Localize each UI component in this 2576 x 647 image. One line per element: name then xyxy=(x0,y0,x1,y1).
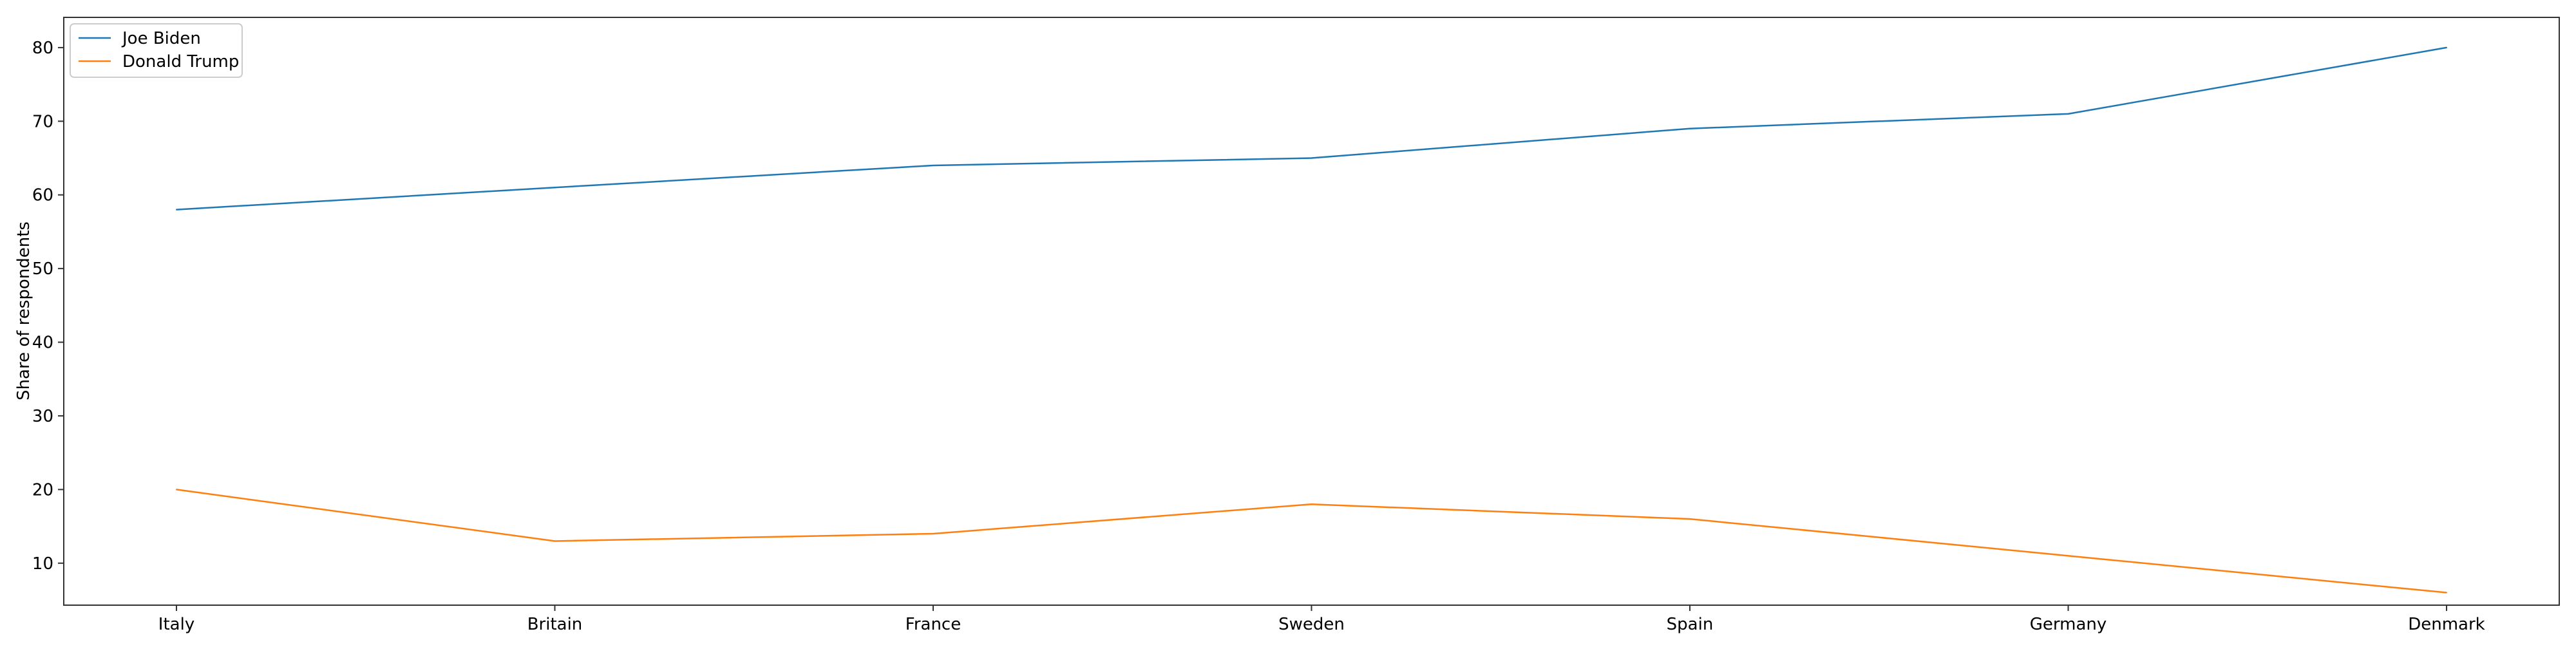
data-point-donald-trump-italy xyxy=(176,489,177,491)
x-tick-label-denmark: Denmark xyxy=(2408,615,2485,634)
data-point-joe-biden-france xyxy=(933,164,934,166)
plot-area xyxy=(63,17,2560,606)
x-tick-label-france: France xyxy=(905,615,961,634)
x-tick-label-sweden: Sweden xyxy=(1278,615,1345,634)
legend: Joe Biden Donald Trump xyxy=(70,23,243,78)
data-point-donald-trump-france xyxy=(933,533,934,535)
x-tick-label-britain: Britain xyxy=(527,615,583,634)
data-point-joe-biden-denmark xyxy=(2446,46,2447,48)
data-point-joe-biden-italy xyxy=(176,209,177,211)
x-tick-label-italy: Italy xyxy=(158,615,194,634)
x-tick-label-germany: Germany xyxy=(2030,615,2107,634)
y-tick-label-20: 20 xyxy=(32,480,53,500)
data-point-donald-trump-denmark xyxy=(2446,592,2447,594)
data-point-joe-biden-spain xyxy=(1689,127,1690,129)
y-tick-label-10: 10 xyxy=(32,554,53,574)
data-point-donald-trump-germany xyxy=(2067,555,2069,557)
y-tick-label-50: 50 xyxy=(32,259,53,279)
data-point-donald-trump-spain xyxy=(1689,518,1690,520)
series-layer xyxy=(176,46,2447,594)
data-point-joe-biden-germany xyxy=(2067,113,2069,115)
legend-label-joe-biden: Joe Biden xyxy=(121,29,201,48)
x-axis: Italy Britain France Sweden Spain Germany Denm… xyxy=(158,605,2485,634)
data-point-joe-biden-britain xyxy=(554,187,556,189)
y-tick-label-40: 40 xyxy=(32,333,53,353)
y-tick-label-30: 30 xyxy=(32,407,53,426)
y-tick-label-80: 80 xyxy=(32,39,53,58)
data-point-donald-trump-sweden xyxy=(1311,503,1312,505)
y-tick-label-60: 60 xyxy=(32,186,53,205)
data-point-donald-trump-britain xyxy=(554,540,556,542)
y-axis-label: Share of respondents xyxy=(14,221,33,400)
y-axis: 10 20 30 40 50 60 70 80 xyxy=(32,39,64,574)
legend-box xyxy=(70,23,243,78)
y-tick-label-70: 70 xyxy=(32,112,53,131)
data-point-joe-biden-sweden xyxy=(1311,157,1312,159)
x-tick-label-spain: Spain xyxy=(1667,615,1714,634)
legend-label-donald-trump: Donald Trump xyxy=(122,52,239,71)
